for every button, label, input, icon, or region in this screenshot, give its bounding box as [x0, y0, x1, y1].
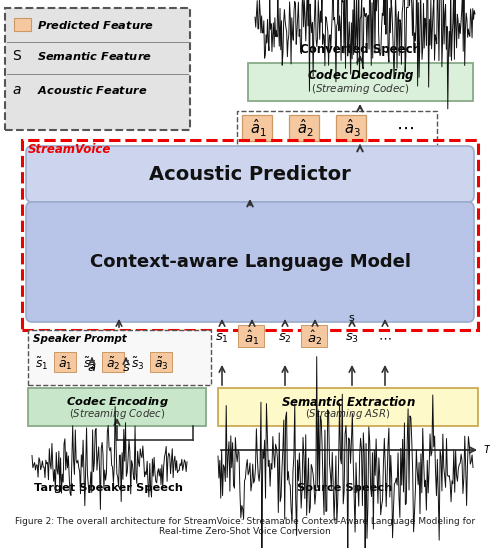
FancyBboxPatch shape [248, 63, 473, 101]
Text: $\tilde{a}_3$: $\tilde{a}_3$ [154, 356, 169, 372]
Text: $\it{(Streaming\ Codec)}$: $\it{(Streaming\ Codec)}$ [311, 82, 410, 96]
Text: Target Speaker Speech: Target Speaker Speech [33, 483, 182, 493]
FancyBboxPatch shape [301, 325, 327, 347]
Text: Acoustic Predictor: Acoustic Predictor [149, 164, 351, 184]
Text: $\mathit{Timestep}$: $\mathit{Timestep}$ [483, 443, 490, 457]
FancyBboxPatch shape [26, 202, 474, 322]
Text: $\tilde{s}_2$: $\tilde{s}_2$ [83, 356, 97, 372]
FancyBboxPatch shape [28, 330, 211, 385]
Text: $\mathsf{s}$: $\mathsf{s}$ [348, 313, 356, 323]
FancyBboxPatch shape [238, 325, 264, 347]
FancyBboxPatch shape [26, 146, 474, 202]
Text: $\tilde{a}_1$: $\tilde{a}_1$ [58, 356, 72, 372]
Text: $\bfit{Semantic\ Extraction}$: $\bfit{Semantic\ Extraction}$ [281, 395, 416, 409]
Text: $\mathsf{S}$: $\mathsf{S}$ [12, 49, 22, 63]
FancyBboxPatch shape [54, 352, 76, 372]
FancyBboxPatch shape [289, 115, 319, 141]
FancyBboxPatch shape [102, 352, 124, 372]
Text: Speaker Prompt: Speaker Prompt [33, 334, 127, 344]
Text: $\hat{a}_1$: $\hat{a}_1$ [250, 117, 266, 139]
Text: $\it{(Streaming\ ASR)}$: $\it{(Streaming\ ASR)}$ [305, 407, 391, 421]
Text: Context-aware Language Model: Context-aware Language Model [90, 253, 411, 271]
Text: $\tilde{s}_1$: $\tilde{s}_1$ [35, 356, 49, 372]
Text: $\bfit{Codec\ Encoding}$: $\bfit{Codec\ Encoding}$ [66, 395, 169, 409]
FancyBboxPatch shape [5, 8, 190, 130]
Text: $\mathit{a}$: $\mathit{a}$ [12, 83, 22, 97]
Text: $s_3$: $s_3$ [345, 332, 359, 345]
Text: Converted Speech: Converted Speech [299, 43, 420, 56]
Text: $\tilde{a}_2$: $\tilde{a}_2$ [106, 356, 120, 372]
Text: $\cdots$: $\cdots$ [396, 119, 414, 137]
Text: $\hat{a}_2$: $\hat{a}_2$ [297, 117, 313, 139]
Text: Figure 2: The overall architecture for StreamVoice: Streamable Context-Aware Lan: Figure 2: The overall architecture for S… [15, 517, 475, 536]
Text: $\hat{a}_1$: $\hat{a}_1$ [245, 329, 260, 347]
FancyBboxPatch shape [150, 352, 172, 372]
Text: $\bfit{Predicted\ Feature}$: $\bfit{Predicted\ Feature}$ [37, 19, 154, 31]
FancyBboxPatch shape [28, 388, 206, 426]
Text: $\tilde{s}$: $\tilde{s}$ [122, 361, 130, 375]
Text: $s_2$: $s_2$ [278, 332, 292, 345]
Text: $\hat{a}_2$: $\hat{a}_2$ [307, 329, 322, 347]
Text: $\tilde{s}_3$: $\tilde{s}_3$ [131, 356, 145, 372]
Text: $\bfit{Codec\ Decoding}$: $\bfit{Codec\ Decoding}$ [307, 67, 414, 84]
Text: Source Speech: Source Speech [297, 483, 392, 493]
Text: StreamVoice: StreamVoice [28, 143, 111, 156]
Text: $\hat{a}_3$: $\hat{a}_3$ [343, 117, 360, 139]
Text: $\it{(Streaming\ Codec)}$: $\it{(Streaming\ Codec)}$ [69, 407, 165, 421]
Text: $\bfit{Semantic\ Feature}$: $\bfit{Semantic\ Feature}$ [37, 50, 152, 62]
FancyBboxPatch shape [218, 388, 478, 426]
FancyBboxPatch shape [14, 18, 31, 31]
Text: $\bfit{Acoustic\ Feature}$: $\bfit{Acoustic\ Feature}$ [37, 84, 147, 96]
Text: $s_1$: $s_1$ [215, 332, 229, 345]
FancyBboxPatch shape [242, 115, 272, 141]
Text: $\cdots$: $\cdots$ [378, 332, 392, 345]
FancyBboxPatch shape [336, 115, 366, 141]
Text: $\tilde{a}$: $\tilde{a}$ [87, 361, 97, 375]
